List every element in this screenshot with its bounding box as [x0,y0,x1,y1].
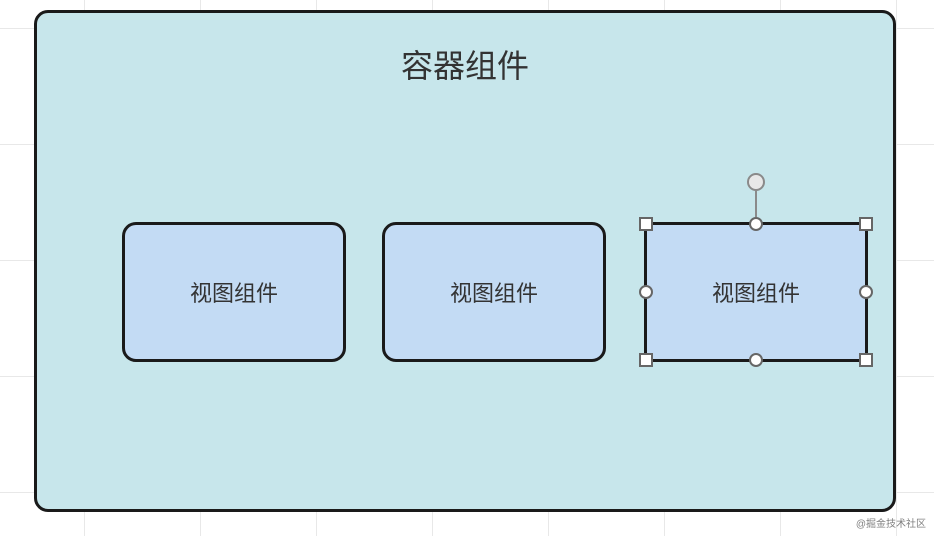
resize-handle-n[interactable] [749,217,763,231]
resize-handle-se[interactable] [859,353,873,367]
resize-handle-s[interactable] [749,353,763,367]
view-component-1[interactable]: 视图组件 [122,222,346,362]
rotation-handle[interactable] [747,173,765,191]
view-label: 视图组件 [190,276,278,308]
view-component-3-selected[interactable]: 视图组件 [644,222,868,362]
view-label: 视图组件 [450,276,538,308]
resize-handle-w[interactable] [639,285,653,299]
watermark: @掘金技术社区 [856,515,926,530]
resize-handle-nw[interactable] [639,217,653,231]
resize-handle-sw[interactable] [639,353,653,367]
container-title: 容器组件 [37,41,893,87]
view-label: 视图组件 [712,276,800,308]
resize-handle-e[interactable] [859,285,873,299]
resize-handle-ne[interactable] [859,217,873,231]
view-component-2[interactable]: 视图组件 [382,222,606,362]
rotation-line [755,189,757,217]
